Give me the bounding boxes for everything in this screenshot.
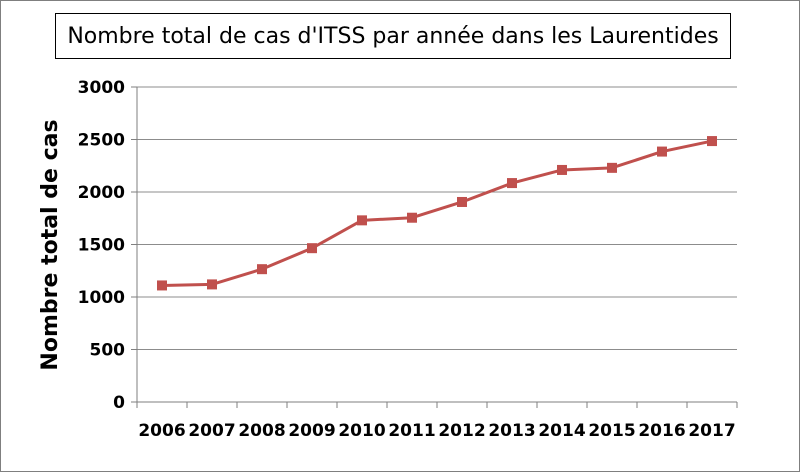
- data-point-marker: [657, 146, 667, 157]
- data-point-marker: [457, 196, 467, 207]
- x-tick-label: 2014: [538, 421, 585, 441]
- data-point-marker: [557, 164, 567, 175]
- y-tick-label: 1500: [78, 236, 125, 256]
- data-point-marker: [257, 264, 267, 275]
- y-axis-title: Nombre total de cas: [38, 119, 63, 370]
- x-tick-label: 2007: [188, 421, 235, 441]
- x-tick-label: 2016: [638, 421, 685, 441]
- x-tick-label: 2017: [688, 421, 735, 441]
- x-tick-label: 2012: [438, 421, 485, 441]
- series: [157, 136, 717, 291]
- chart-title-box: Nombre total de cas d'ITSS par année dan…: [55, 13, 731, 59]
- data-point-marker: [707, 136, 717, 147]
- data-point-marker: [307, 243, 317, 254]
- x-tick-label: 2008: [238, 421, 285, 441]
- axes: [131, 86, 738, 408]
- x-tick-label: 2015: [588, 421, 635, 441]
- y-tick-label: 2000: [78, 183, 125, 203]
- data-point-marker: [507, 178, 517, 189]
- x-tick-label: 2006: [138, 421, 185, 441]
- data-point-marker: [407, 212, 417, 223]
- data-point-marker: [207, 279, 217, 290]
- data-point-marker: [357, 215, 367, 226]
- x-tick-label: 2010: [338, 421, 385, 441]
- grid-lines: [137, 86, 737, 350]
- x-tick-label: 2009: [288, 421, 335, 441]
- y-tick-label: 2500: [78, 131, 125, 151]
- data-point-marker: [157, 280, 167, 291]
- y-tick-label: 500: [90, 341, 126, 361]
- tick-labels: 0 500 1000 1500 2000 2500 3000 2006 2007 2008 2009…: [78, 78, 736, 441]
- chart-title: Nombre total de cas d'ITSS par année dan…: [67, 23, 719, 49]
- series-line: [161, 139, 713, 287]
- y-tick-label: 3000: [78, 78, 125, 98]
- x-tick-label: 2011: [388, 421, 435, 441]
- x-tick-label: 2013: [488, 421, 535, 441]
- y-tick-label: 0: [113, 393, 125, 413]
- y-tick-label: 1000: [78, 288, 125, 308]
- data-point-marker: [607, 162, 617, 173]
